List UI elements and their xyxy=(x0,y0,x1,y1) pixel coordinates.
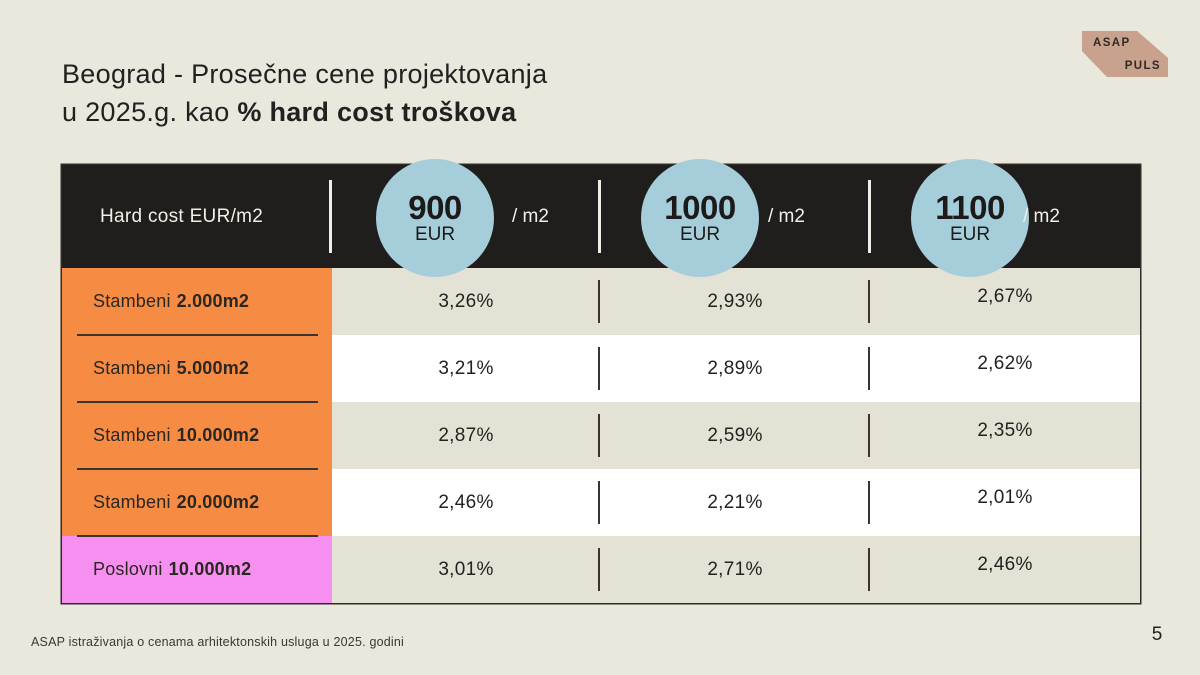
value-cell: 2,62% xyxy=(977,352,1033,374)
column-divider xyxy=(868,414,870,457)
value-cell: 3,26% xyxy=(438,290,494,312)
value-cell: 2,35% xyxy=(977,419,1033,441)
row-size: 5.000m2 xyxy=(176,358,250,378)
column-divider xyxy=(598,481,600,524)
row-label: Stambeni 20.000m2 xyxy=(62,469,332,537)
row-type: Poslovni xyxy=(93,559,163,579)
value-cell: 2,87% xyxy=(438,424,494,446)
row-label: Stambeni 5.000m2 xyxy=(62,335,332,403)
row-size: 10.000m2 xyxy=(168,559,252,579)
row-size: 2.000m2 xyxy=(176,291,250,311)
page-title: Beograd - Prosečne cene projektovanja u … xyxy=(62,55,547,131)
row-size: 10.000m2 xyxy=(176,425,260,445)
value-cell: 2,93% xyxy=(707,290,763,312)
column-divider xyxy=(868,548,870,591)
row-type: Stambeni xyxy=(93,291,171,311)
column-divider xyxy=(598,414,600,457)
price-currency: EUR xyxy=(414,224,456,245)
value-cell: 3,01% xyxy=(438,558,494,580)
value-cell: 2,67% xyxy=(977,285,1033,307)
pricing-table: Hard cost EUR/m2 900 EUR / m2 1000 EUR /… xyxy=(62,159,1140,603)
value-cell: 3,21% xyxy=(438,357,494,379)
row-label: Poslovni 10.000m2 xyxy=(62,536,332,603)
value-cell: 2,46% xyxy=(438,491,494,513)
value-cell: 2,01% xyxy=(977,486,1033,508)
per-m2-label: / m2 xyxy=(768,205,805,227)
price-value: 1100 xyxy=(935,189,1005,226)
price-circle-1100: 1100 EUR xyxy=(911,159,1029,277)
price-currency: EUR xyxy=(949,224,991,245)
price-value: 1000 xyxy=(664,189,736,226)
price-currency: EUR xyxy=(679,224,721,245)
column-divider xyxy=(868,347,870,390)
row-label: Stambeni 10.000m2 xyxy=(62,402,332,470)
source-note: ASAP istraživanja o cenama arhitektonski… xyxy=(31,635,405,649)
per-m2-label: / m2 xyxy=(512,205,549,227)
table-row: Stambeni 5.000m2 3,21% 2,89% 2,62% xyxy=(62,335,1140,403)
row-label: Stambeni 2.000m2 xyxy=(62,268,332,336)
column-divider xyxy=(598,548,600,591)
table-row: Stambeni 20.000m2 2,46% 2,21% 2,01% xyxy=(62,469,1140,537)
per-m2-label: / m2 xyxy=(1023,205,1060,227)
column-divider xyxy=(598,280,600,323)
table-row: Stambeni 2.000m2 3,26% 2,93% 2,67% xyxy=(62,268,1140,336)
value-cell: 2,89% xyxy=(707,357,763,379)
title-line2-normal: u 2025.g. kao xyxy=(62,97,238,127)
column-divider xyxy=(868,481,870,524)
value-cell: 2,71% xyxy=(707,558,763,580)
table-body: Stambeni 2.000m2 3,26% 2,93% 2,67% Stamb… xyxy=(62,268,1140,603)
table-header: Hard cost EUR/m2 900 EUR / m2 1000 EUR /… xyxy=(62,159,1140,277)
table-row: Poslovni 10.000m2 3,01% 2,71% 2,46% xyxy=(62,536,1140,603)
column-divider xyxy=(868,280,870,323)
table-row: Stambeni 10.000m2 2,87% 2,59% 2,35% xyxy=(62,402,1140,470)
row-type: Stambeni xyxy=(93,358,171,378)
row-type: Stambeni xyxy=(93,425,171,445)
value-cell: 2,59% xyxy=(707,424,763,446)
column-divider xyxy=(598,347,600,390)
value-cell: 2,46% xyxy=(977,553,1033,575)
title-line2-bold: % hard cost troškova xyxy=(237,97,517,127)
price-value: 900 xyxy=(408,189,462,226)
logo-text-asap: ASAP xyxy=(1093,37,1131,49)
title-line1: Beograd - Prosečne cene projektovanja xyxy=(62,59,548,89)
price-circle-900: 900 EUR xyxy=(376,159,494,277)
header-divider xyxy=(598,180,601,253)
value-cell: 2,21% xyxy=(707,491,763,513)
header-divider xyxy=(329,180,332,253)
asap-puls-logo: ASAP PULS xyxy=(1082,30,1168,78)
header-divider xyxy=(868,180,871,253)
header-label: Hard cost EUR/m2 xyxy=(100,205,264,227)
price-circle-1000: 1000 EUR xyxy=(641,159,759,277)
logo-text-puls: PULS xyxy=(1124,60,1161,72)
row-type: Stambeni xyxy=(93,492,171,512)
page-number: 5 xyxy=(1151,624,1163,645)
row-size: 20.000m2 xyxy=(176,492,260,512)
